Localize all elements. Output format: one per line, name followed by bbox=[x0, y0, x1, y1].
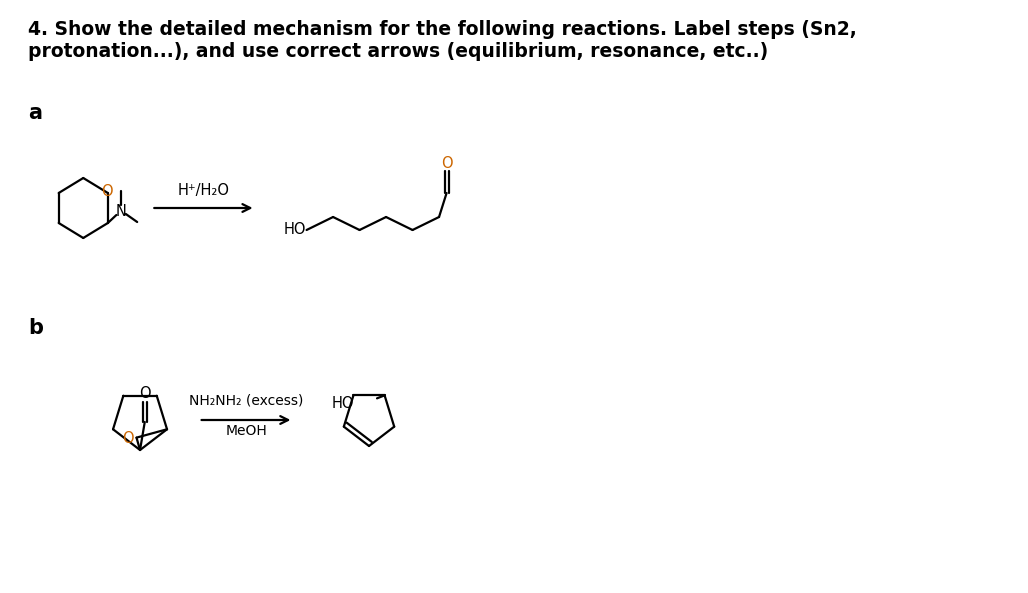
Text: HO: HO bbox=[332, 396, 355, 411]
Text: O: O bbox=[101, 184, 113, 199]
Text: 4. Show the detailed mechanism for the following reactions. Label steps (Sn2,
pr: 4. Show the detailed mechanism for the f… bbox=[29, 20, 857, 61]
Text: NH₂NH₂ (excess): NH₂NH₂ (excess) bbox=[189, 394, 303, 408]
Text: O: O bbox=[122, 431, 134, 446]
Text: HO: HO bbox=[284, 222, 306, 238]
Text: N: N bbox=[116, 203, 126, 218]
Text: O: O bbox=[139, 385, 150, 400]
Text: a: a bbox=[29, 103, 42, 123]
Text: H⁺/H₂O: H⁺/H₂O bbox=[178, 183, 229, 198]
Text: b: b bbox=[29, 318, 43, 338]
Text: O: O bbox=[441, 155, 452, 171]
Text: MeOH: MeOH bbox=[225, 424, 267, 438]
